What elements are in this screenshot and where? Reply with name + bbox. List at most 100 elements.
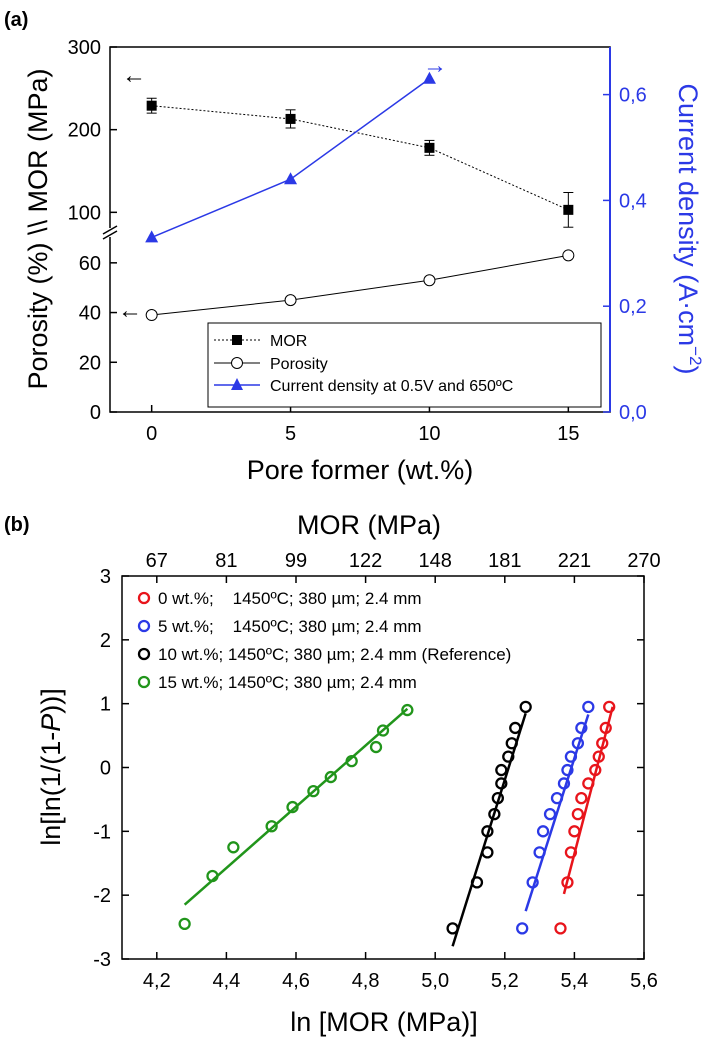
b-data-point <box>505 737 518 750</box>
b-data-point <box>543 807 557 821</box>
arrow-right: → <box>423 52 447 79</box>
b-data-point <box>227 841 240 854</box>
b-legend-label: 0 wt.%; 1450ºC; 380 µm; 2.4 mm <box>158 589 422 608</box>
mor-point <box>424 142 435 153</box>
b-data-point <box>582 700 595 714</box>
current-density-point <box>422 71 436 84</box>
b-data-point <box>536 825 550 838</box>
b-top-tick-label: 270 <box>627 550 660 572</box>
panel-a-tick-labels: 0 5 10 15 100 200 300 0 20 40 60 0,0 0,2 0,4 0,6 <box>68 37 647 445</box>
b-data-point <box>519 700 532 714</box>
legend-porosity-label: Porosity <box>270 356 328 373</box>
b-data-point <box>561 763 574 777</box>
b-data-point <box>554 922 567 935</box>
panel-b-ylabel: ln[ln(1/(1-P))] <box>36 688 66 846</box>
panel-a-y2label-sup: −2 <box>686 346 705 365</box>
b-data-point <box>564 750 578 763</box>
b-data-point <box>603 700 616 714</box>
b-data-point <box>564 846 578 859</box>
b-data-point <box>324 770 337 784</box>
b-data-point <box>488 807 501 821</box>
b-data-point <box>446 922 459 935</box>
b-top-tick-label: 81 <box>215 550 237 572</box>
a-ytick-upper-label: 200 <box>68 120 101 142</box>
b-data-point <box>369 740 383 754</box>
b-data-point <box>526 876 539 889</box>
panel-a-y2label-end: ) <box>673 365 703 374</box>
a-ytick-lower-label: 20 <box>79 352 101 374</box>
porosity-point <box>145 309 158 322</box>
b-data-point <box>491 791 504 805</box>
b-fit-line <box>183 707 409 906</box>
panel-b-xlabel: ln [MOR (MPa)] <box>290 1007 478 1037</box>
mor-line <box>151 105 569 211</box>
panel-a-xlabel: Pore former (wt.%) <box>247 455 474 485</box>
panel-a-ylabel: Porosity (%) \\ MOR (MPa) <box>23 68 53 389</box>
panel-b-ylabel-italic: P <box>36 714 66 732</box>
b-legend-marker <box>137 675 151 689</box>
a-xtick-label: 5 <box>285 423 296 445</box>
b-data-point <box>599 721 612 735</box>
b-ytick-label: -1 <box>93 821 111 843</box>
a-ytick-lower-label: 0 <box>90 402 101 424</box>
b-data-point <box>470 876 484 889</box>
b-top-tick-label: 148 <box>419 550 452 572</box>
a-axis-break <box>102 225 118 240</box>
a-y2tick-label: 0,6 <box>619 85 647 107</box>
panel-b-label: (b) <box>4 514 30 536</box>
a-ytick-upper-label: 300 <box>68 37 101 59</box>
b-xtick-label: 5,2 <box>491 970 519 992</box>
b-fit-line <box>524 714 590 912</box>
b-data-point <box>571 737 585 750</box>
mor-point <box>146 100 157 111</box>
b-xtick-label: 5,0 <box>421 970 449 992</box>
b-data-point <box>533 846 546 859</box>
a-xtick-label: 10 <box>418 423 440 445</box>
b-series-0 <box>554 700 616 935</box>
porosity-point <box>423 274 436 287</box>
b-data-point <box>265 820 278 833</box>
b-ytick-label: 2 <box>100 630 111 652</box>
b-data-point <box>582 777 595 790</box>
b-xtick-label: 4,4 <box>212 970 240 992</box>
b-data-point <box>571 807 585 821</box>
b-data-point <box>307 784 320 798</box>
panel-b-tick-labels: 4,2 4,4 4,6 4,8 5,0 5,2 5,4 5,6 67 81 99 122 148 181 2… <box>93 550 660 992</box>
a-xtick-label: 0 <box>146 423 157 445</box>
b-xtick-label: 5,6 <box>630 970 658 992</box>
current-density-line <box>151 78 430 239</box>
b-xtick-label: 4,2 <box>143 970 171 992</box>
b-data-point <box>561 876 574 889</box>
b-data-point <box>481 846 494 859</box>
legend-current-label: Current density at 0.5V and 650ºC <box>270 378 513 395</box>
b-data-point <box>589 763 602 777</box>
b-data-point <box>592 750 605 763</box>
b-data-point <box>495 763 508 777</box>
a-y2tick-label: 0,2 <box>619 296 647 318</box>
arrow-left-lower: ← <box>118 297 142 324</box>
b-data-point <box>502 750 515 763</box>
b-data-point <box>509 721 522 735</box>
b-data-point <box>568 825 581 838</box>
panel-a-legend-box <box>207 322 602 408</box>
b-top-tick-label: 122 <box>349 550 382 572</box>
b-data-point <box>575 721 588 735</box>
panel-b-series <box>178 700 616 947</box>
panel-a-series <box>145 71 575 322</box>
b-legend-label: 15 wt.%; 1450ºC; 380 µm; 2.4 mm <box>158 673 417 692</box>
b-ytick-label: 0 <box>100 758 111 780</box>
legend-mor-label: MOR <box>270 333 307 350</box>
current-density-point <box>145 230 159 243</box>
arrow-left-upper: ← <box>122 62 146 89</box>
b-top-tick-label: 181 <box>488 550 521 572</box>
b-data-point <box>345 754 358 768</box>
b-data-point <box>401 703 414 717</box>
b-top-tick-label: 67 <box>146 550 168 572</box>
panel-a-legend: MOR Porosity Current density at 0.5V and… <box>207 322 602 408</box>
panel-b-ylabel-post: ))] <box>36 688 66 713</box>
b-fit-line <box>451 712 527 947</box>
a-y2tick-label: 0,0 <box>619 402 647 424</box>
porosity-line <box>151 254 569 316</box>
legend-mor-marker <box>232 335 242 345</box>
panel-b-legend: 0 wt.%; 1450ºC; 380 µm; 2.4 mm 5 wt.%; 14… <box>137 589 511 692</box>
